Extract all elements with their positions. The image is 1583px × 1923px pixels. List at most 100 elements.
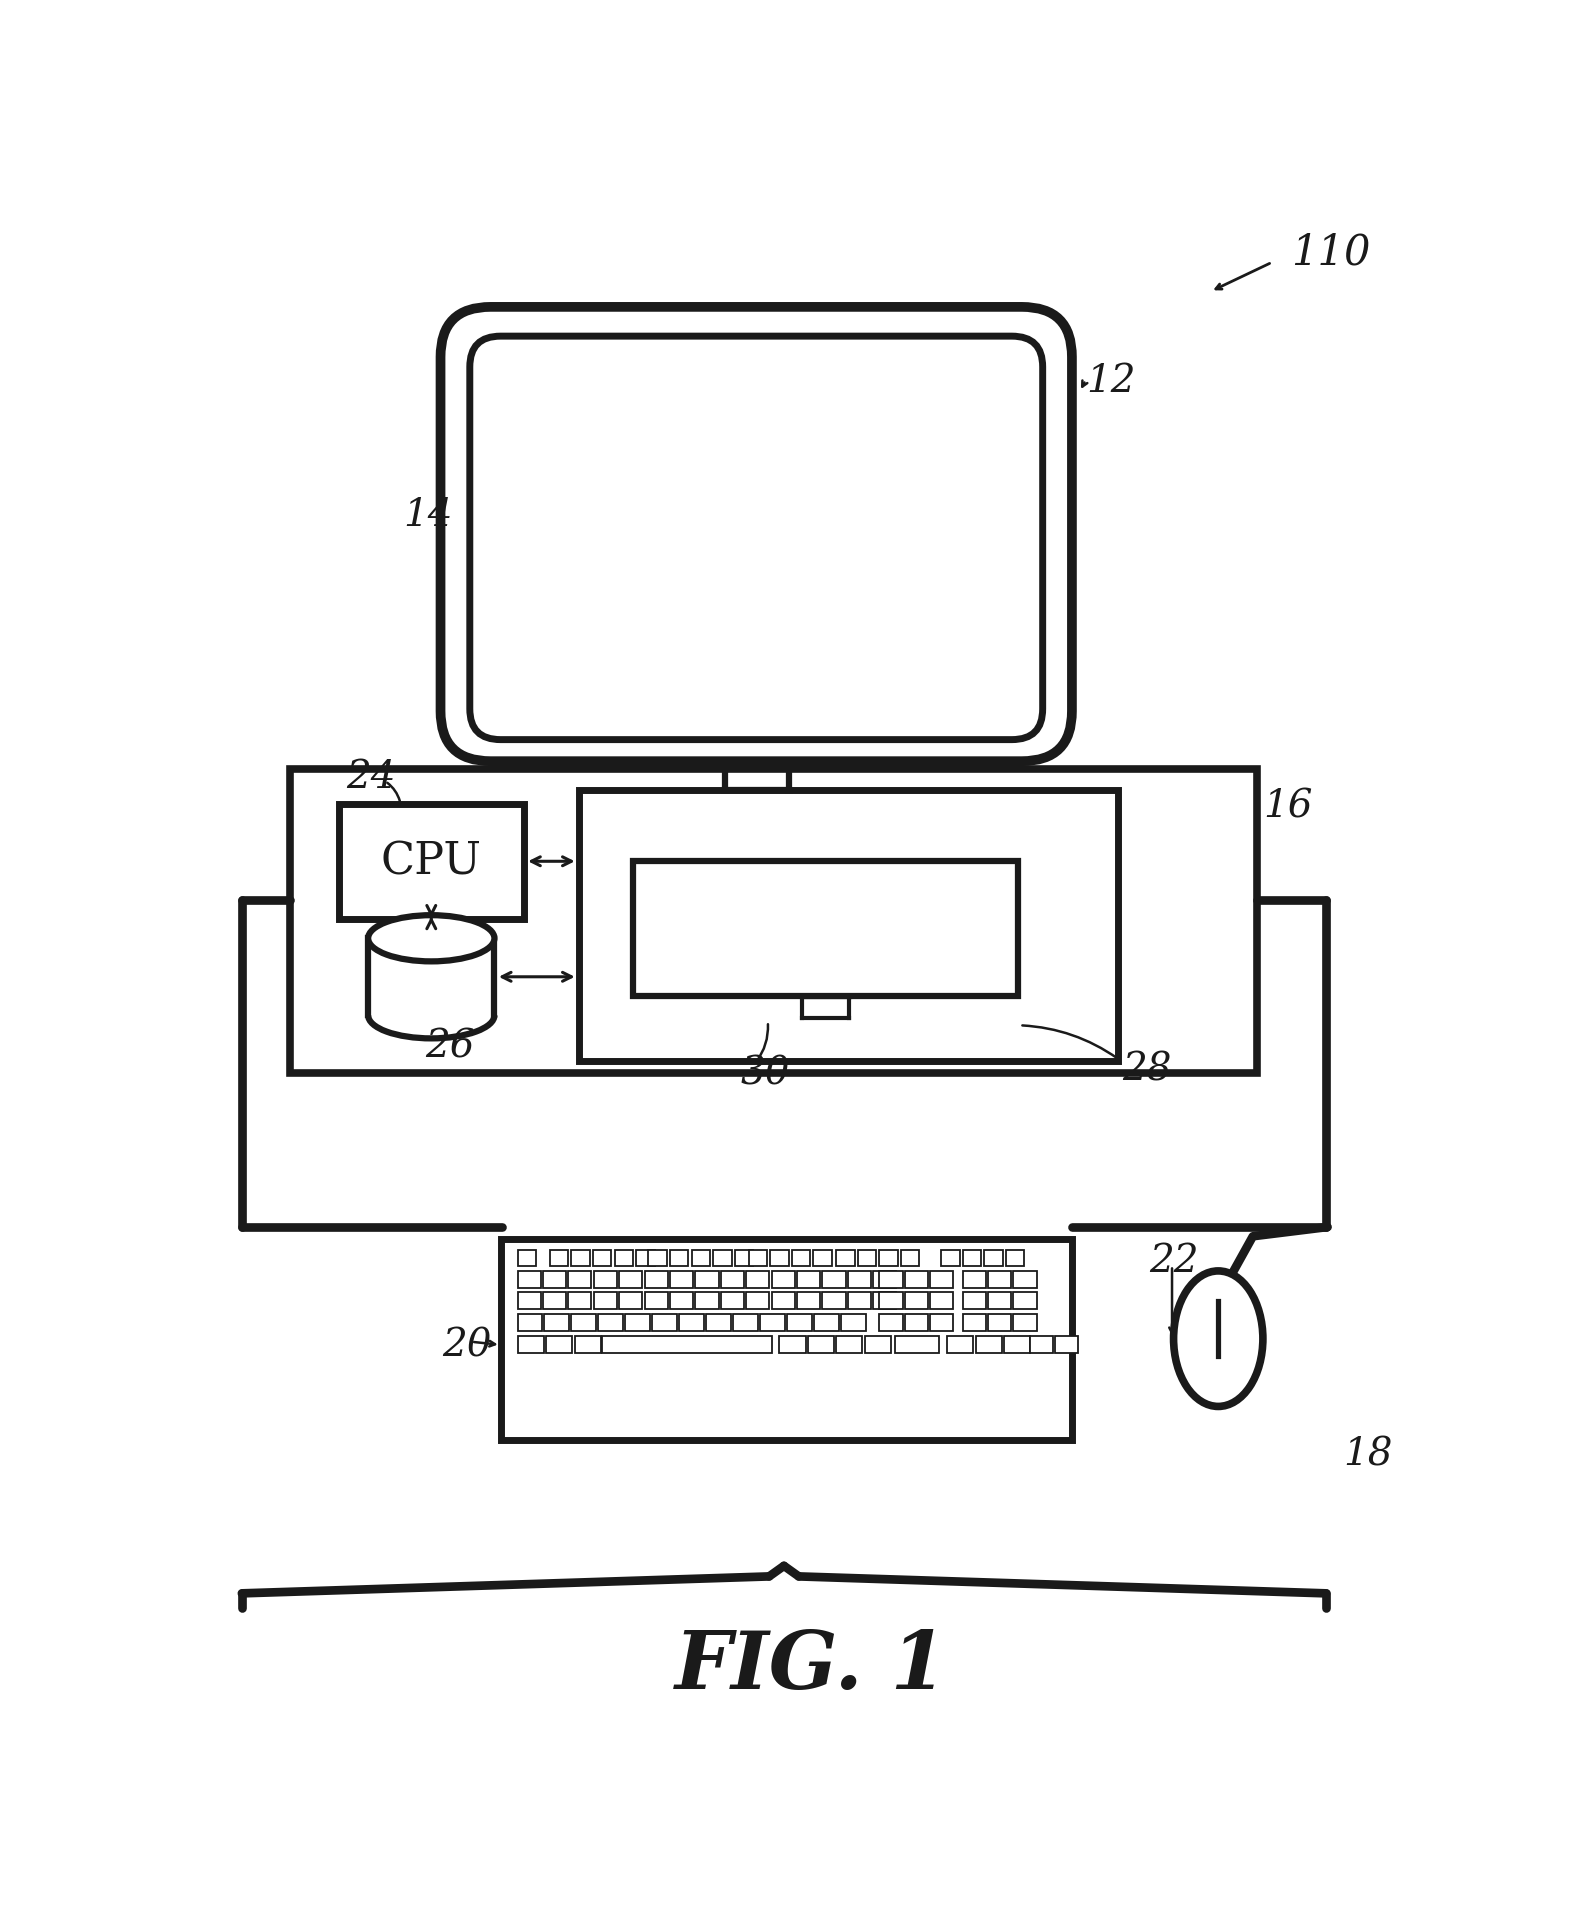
Bar bbox=[625, 1313, 651, 1331]
Bar bbox=[1004, 1336, 1031, 1354]
Text: 12: 12 bbox=[1086, 362, 1135, 400]
Bar bbox=[985, 1250, 1002, 1265]
Bar bbox=[670, 1271, 693, 1288]
Ellipse shape bbox=[369, 915, 494, 962]
Bar bbox=[962, 1292, 986, 1310]
Bar bbox=[619, 1271, 643, 1288]
FancyBboxPatch shape bbox=[470, 337, 1043, 740]
Bar bbox=[880, 1292, 902, 1310]
Bar bbox=[636, 1250, 655, 1265]
Bar bbox=[720, 1292, 744, 1310]
Bar bbox=[746, 1271, 769, 1288]
Bar bbox=[568, 1292, 592, 1310]
Bar bbox=[679, 1313, 704, 1331]
Bar bbox=[988, 1292, 1012, 1310]
Bar bbox=[594, 1271, 617, 1288]
Bar bbox=[733, 1313, 758, 1331]
Bar bbox=[500, 1238, 1072, 1440]
Bar bbox=[575, 1336, 600, 1354]
Bar bbox=[841, 1313, 866, 1331]
Bar bbox=[792, 1250, 810, 1265]
Bar bbox=[894, 1336, 939, 1354]
Bar bbox=[602, 1336, 771, 1354]
Bar bbox=[571, 1250, 590, 1265]
Text: 18: 18 bbox=[1342, 1436, 1393, 1473]
Bar bbox=[1013, 1292, 1037, 1310]
Text: FIG. 1: FIG. 1 bbox=[674, 1627, 947, 1706]
Bar bbox=[633, 862, 1018, 996]
Bar bbox=[962, 1313, 986, 1331]
Bar bbox=[798, 1292, 820, 1310]
Bar bbox=[543, 1271, 567, 1288]
Bar bbox=[858, 1250, 877, 1265]
Bar bbox=[760, 1313, 785, 1331]
Bar bbox=[670, 1250, 689, 1265]
Bar bbox=[988, 1313, 1012, 1331]
Bar bbox=[848, 1271, 871, 1288]
Bar bbox=[931, 1292, 953, 1310]
Bar bbox=[962, 1271, 986, 1288]
Bar bbox=[695, 1292, 719, 1310]
Bar bbox=[975, 1336, 1002, 1354]
FancyBboxPatch shape bbox=[440, 308, 1072, 762]
Bar bbox=[619, 1292, 643, 1310]
Bar bbox=[1013, 1271, 1037, 1288]
Bar bbox=[712, 1250, 731, 1265]
Ellipse shape bbox=[1173, 1271, 1263, 1408]
Bar bbox=[598, 1313, 624, 1331]
Bar bbox=[545, 1313, 570, 1331]
Bar bbox=[931, 1313, 953, 1331]
Bar bbox=[290, 769, 1257, 1073]
Bar bbox=[988, 1271, 1012, 1288]
Text: 14: 14 bbox=[404, 496, 453, 535]
Bar bbox=[787, 1313, 812, 1331]
Bar bbox=[571, 1313, 597, 1331]
Bar bbox=[735, 1250, 754, 1265]
Bar bbox=[779, 1336, 806, 1354]
Bar bbox=[880, 1313, 902, 1331]
Bar bbox=[940, 1250, 959, 1265]
Bar bbox=[836, 1336, 863, 1354]
Bar bbox=[905, 1292, 928, 1310]
Bar bbox=[864, 1336, 891, 1354]
Bar bbox=[771, 1292, 795, 1310]
Bar bbox=[1013, 1313, 1037, 1331]
Text: 24: 24 bbox=[347, 760, 396, 796]
Bar bbox=[746, 1292, 769, 1310]
Bar bbox=[798, 1271, 820, 1288]
Bar bbox=[670, 1292, 693, 1310]
Text: 28: 28 bbox=[1122, 1052, 1171, 1088]
Bar bbox=[518, 1292, 541, 1310]
Bar bbox=[1005, 1250, 1024, 1265]
Bar bbox=[823, 1271, 845, 1288]
Bar bbox=[695, 1271, 719, 1288]
Bar bbox=[518, 1336, 543, 1354]
Text: 110: 110 bbox=[1292, 231, 1371, 273]
Text: 20: 20 bbox=[442, 1327, 492, 1363]
Bar bbox=[614, 1250, 633, 1265]
Bar bbox=[814, 1313, 839, 1331]
Bar bbox=[836, 1250, 855, 1265]
Bar bbox=[814, 1250, 831, 1265]
Bar bbox=[543, 1292, 567, 1310]
Bar bbox=[549, 1250, 568, 1265]
Bar bbox=[579, 790, 1118, 1061]
Bar bbox=[749, 1250, 768, 1265]
Bar bbox=[769, 1250, 788, 1265]
Bar bbox=[644, 1271, 668, 1288]
Bar bbox=[518, 1250, 537, 1265]
Bar bbox=[905, 1313, 928, 1331]
Bar bbox=[1029, 1336, 1053, 1354]
Bar bbox=[905, 1271, 928, 1288]
Bar bbox=[594, 1292, 617, 1310]
Bar bbox=[546, 1336, 571, 1354]
Bar bbox=[568, 1271, 592, 1288]
Text: CPU: CPU bbox=[382, 840, 481, 883]
Bar bbox=[947, 1336, 974, 1354]
Bar bbox=[880, 1250, 898, 1265]
Bar bbox=[594, 1250, 611, 1265]
Bar bbox=[649, 1250, 666, 1265]
Text: 30: 30 bbox=[741, 1056, 790, 1092]
Bar bbox=[518, 1313, 541, 1331]
Bar bbox=[692, 1250, 711, 1265]
